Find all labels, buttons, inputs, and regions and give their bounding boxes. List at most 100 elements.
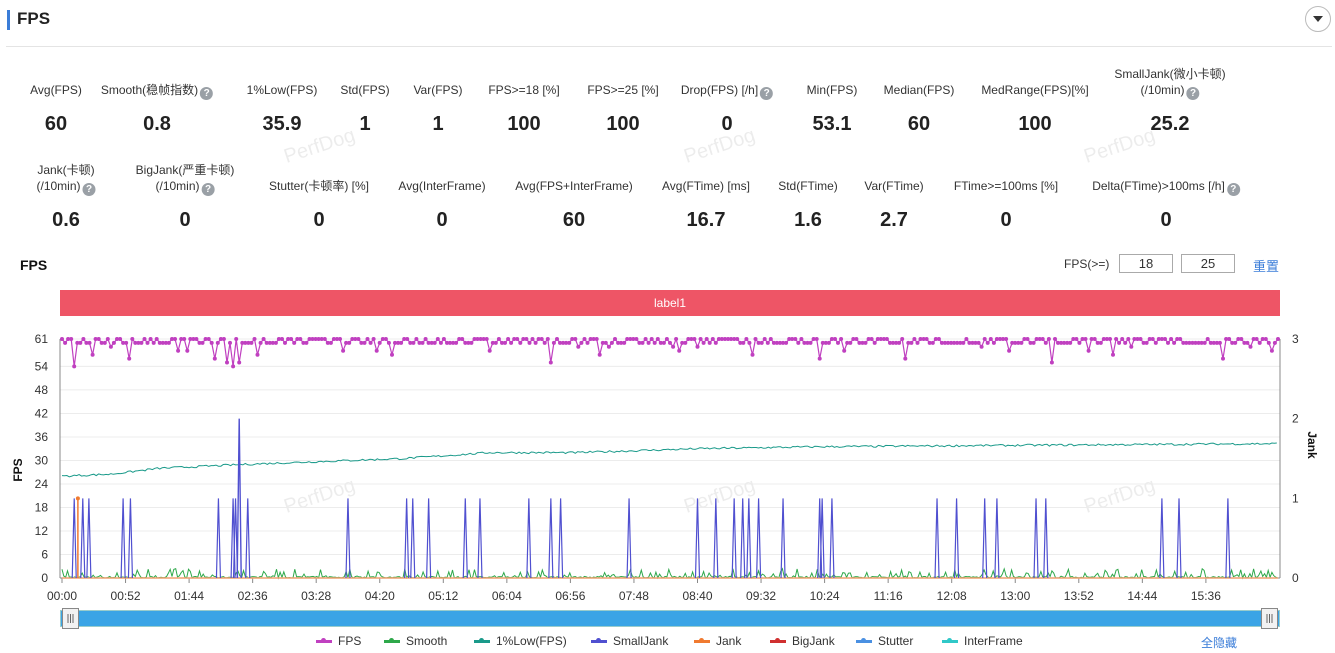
fps-point	[1135, 337, 1140, 341]
smalljank-spike	[215, 498, 222, 579]
low1-series	[61, 442, 1277, 478]
fps-point	[1214, 340, 1219, 345]
help-icon[interactable]: ?	[200, 87, 214, 100]
smalljank-spike	[1043, 498, 1049, 579]
fps-point	[1236, 337, 1241, 341]
fps-point	[576, 344, 581, 349]
fps-point	[851, 337, 856, 341]
fps-point	[1083, 337, 1088, 341]
metric-label: BigJank(严重卡顿) (/10min)?	[135, 162, 235, 196]
fps-point	[414, 337, 419, 341]
fps-point	[151, 340, 156, 345]
fps-point	[878, 337, 883, 341]
fps-point	[341, 348, 346, 353]
legend-swatch-icon	[856, 637, 872, 643]
fps-point	[915, 340, 920, 345]
fps-point	[1046, 337, 1051, 341]
fps-point	[927, 340, 932, 345]
time-range-slider[interactable]	[60, 610, 1280, 627]
fps-point	[374, 348, 379, 353]
help-icon[interactable]: ?	[1226, 183, 1240, 196]
fps-point	[924, 337, 929, 341]
legend-item[interactable]: Jank	[694, 634, 741, 648]
fps-point	[677, 348, 682, 353]
fps-point	[1059, 340, 1064, 345]
reset-link[interactable]: 重置	[1253, 259, 1280, 274]
fps-point	[264, 340, 269, 345]
fps-point	[1276, 337, 1280, 341]
legend-swatch-icon	[474, 637, 490, 643]
fps-point	[643, 337, 648, 341]
fps-point	[469, 340, 474, 345]
fps-threshold-label: FPS(>=)	[1064, 257, 1110, 271]
slider-left-handle[interactable]	[62, 608, 79, 629]
x-tick-label: 15:36	[1191, 589, 1221, 603]
x-tick-label: 00:00	[47, 589, 77, 603]
fps-point	[533, 340, 538, 345]
help-icon[interactable]: ?	[201, 183, 215, 196]
fps-point	[500, 340, 504, 345]
smalljank-spike	[558, 498, 564, 579]
fps-point	[814, 337, 819, 341]
legend-item[interactable]: SmallJank	[591, 634, 668, 648]
legend-item[interactable]: FPS	[316, 634, 361, 648]
fps-point	[894, 340, 899, 345]
metric-value: 35.9	[262, 113, 302, 135]
fps-threshold-low-input[interactable]	[1119, 254, 1173, 273]
fps-threshold-high-input[interactable]	[1181, 254, 1235, 273]
slider-right-handle[interactable]	[1261, 608, 1278, 629]
fps-point	[606, 344, 611, 349]
fps-point	[918, 337, 923, 341]
fps-point	[270, 340, 275, 345]
x-tick-label: 13:00	[1000, 589, 1030, 603]
legend-item[interactable]: BigJank	[770, 634, 835, 648]
legend-item[interactable]: Smooth	[384, 634, 447, 648]
metric-label: Var(FTime)	[864, 178, 923, 194]
fps-point	[1159, 337, 1164, 341]
fps-point	[588, 337, 593, 341]
fps-point	[921, 337, 926, 341]
fps-point	[121, 340, 126, 345]
fps-point	[445, 340, 449, 345]
fps-point	[344, 340, 349, 345]
fps-point	[943, 340, 947, 345]
y-tick-label: 54	[35, 359, 49, 373]
legend-item[interactable]: 1%Low(FPS)	[474, 634, 567, 648]
metric-label-text: 1%Low(FPS)	[246, 83, 318, 97]
fps-point	[1080, 337, 1085, 341]
legend-item[interactable]: InterFrame	[942, 634, 1023, 648]
fps-point	[613, 337, 617, 341]
smalljank-spike	[404, 498, 410, 579]
fps-point	[377, 340, 382, 345]
fps-point	[1077, 340, 1082, 345]
collapse-button[interactable]	[1305, 6, 1331, 32]
fps-point	[90, 352, 95, 357]
fps-point	[75, 340, 80, 345]
label-band[interactable]: label1	[60, 290, 1280, 316]
help-icon[interactable]: ?	[1186, 87, 1200, 100]
fps-point	[973, 340, 978, 345]
fps-point	[350, 337, 355, 341]
fps-point	[63, 340, 68, 345]
help-icon[interactable]: ?	[760, 87, 774, 100]
metric-label-text: Std(FPS)	[340, 83, 390, 97]
fps-point	[1166, 340, 1170, 345]
fps-point	[411, 340, 416, 345]
metric-label-text: BigJank(严重卡顿)	[135, 163, 235, 177]
help-icon[interactable]: ?	[82, 183, 96, 196]
fps-point	[493, 340, 498, 345]
metric-label-unit: (/10min)?	[36, 178, 96, 196]
hide-all-link[interactable]: 全隐藏	[1201, 636, 1238, 650]
fps-point	[845, 340, 850, 345]
fps-point	[1150, 337, 1155, 341]
legend-item[interactable]: Stutter	[856, 634, 913, 648]
fps-point	[985, 340, 990, 345]
fps-point	[313, 337, 318, 341]
fps-point	[307, 337, 312, 341]
fps-point	[325, 340, 330, 345]
fps-point	[130, 337, 135, 341]
jank-point	[75, 496, 80, 501]
fps-point	[176, 348, 181, 353]
fps-point	[1257, 340, 1262, 345]
